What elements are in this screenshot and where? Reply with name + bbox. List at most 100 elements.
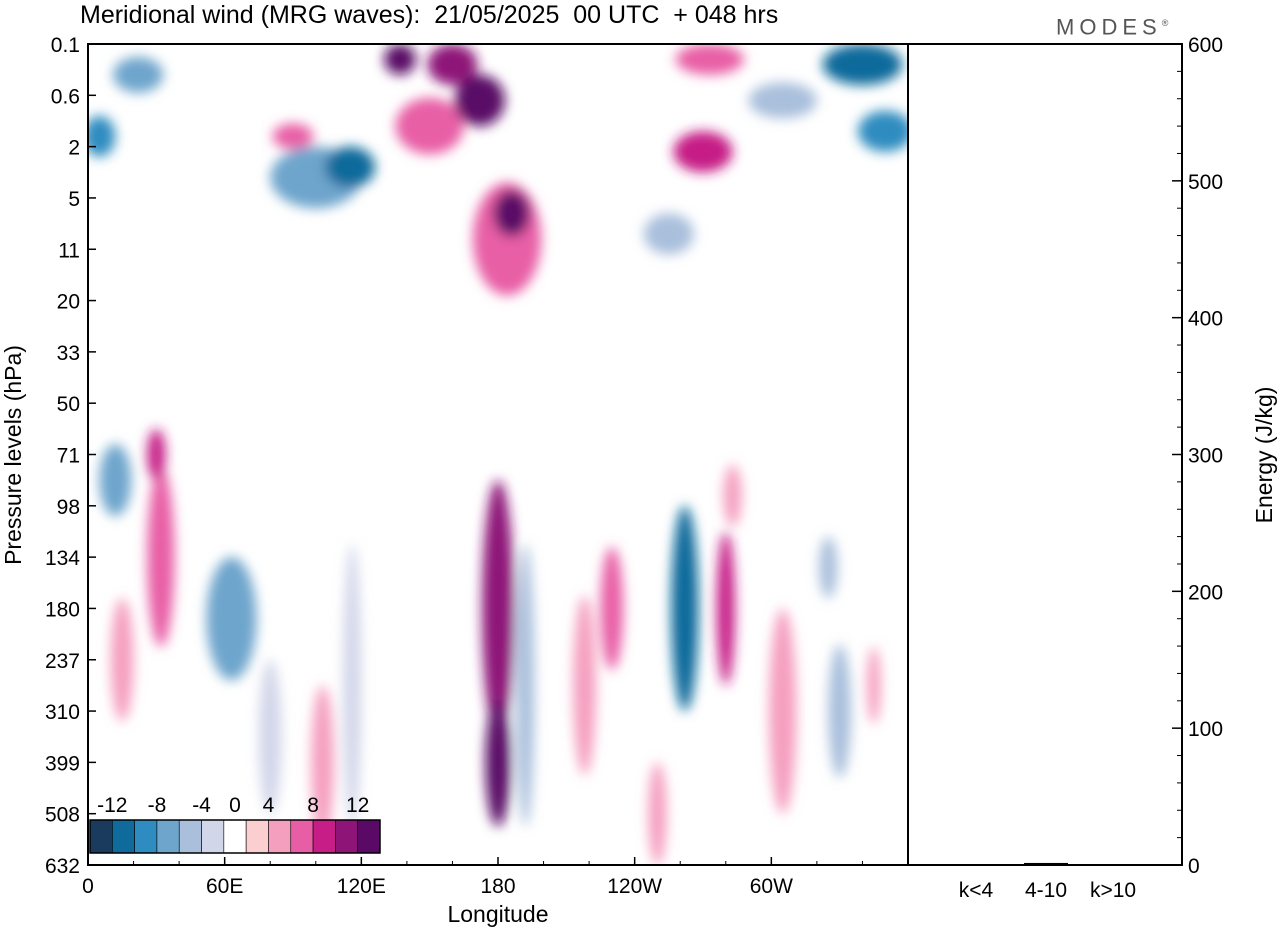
y-tick-label: 2: [68, 137, 80, 160]
y-tick-label: 33: [57, 342, 80, 365]
heatmap-cell: [147, 467, 175, 647]
heatmap-cell: [748, 82, 817, 119]
heatmap-cell: [485, 698, 511, 827]
energy-tick-label: 100: [1188, 718, 1223, 741]
heatmap-cell: [324, 146, 376, 188]
heatmap-cell: [311, 685, 334, 840]
colorbar-swatch: [178, 819, 202, 854]
heatmap-cell: [427, 44, 478, 86]
x-tick-label: 120E: [337, 875, 386, 898]
colorbar-swatch: [112, 819, 135, 854]
heatmap-cell: [867, 646, 881, 724]
y-tick-label: 310: [45, 701, 80, 724]
heatmap-field: [88, 44, 908, 865]
heatmap-cell: [673, 131, 733, 173]
heatmap-cell: [99, 444, 132, 517]
energy-tick-label: 400: [1188, 308, 1223, 331]
colorbar-label: 4: [263, 794, 275, 817]
heatmap-cell: [343, 544, 362, 827]
heatmap-cell: [272, 123, 314, 150]
brand-name: MODES: [1056, 14, 1162, 40]
energy-axis: 0 100 200 300 400 500 600: [1172, 34, 1223, 878]
heatmap-cell: [384, 44, 416, 75]
colorbar-swatch: [201, 819, 225, 854]
heatmap-cell: [723, 464, 742, 527]
y-tick-label: 0.1: [51, 34, 80, 57]
x-axis: 0 60E 120E 180 120W 60W: [82, 857, 909, 898]
heatmap-cell: [675, 44, 744, 75]
y-tick-label: 50: [57, 393, 80, 416]
heatmap-cell: [671, 505, 699, 712]
colorbar-swatch: [245, 819, 269, 854]
heatmap-blobs: [88, 44, 908, 865]
energy-tick-label: 500: [1188, 171, 1223, 194]
heatmap-cell: [113, 56, 164, 93]
y-tick-label: 71: [57, 445, 80, 468]
energy-category-label: k>10: [1090, 879, 1136, 902]
colorbar-swatch: [223, 819, 247, 854]
heatmap-cell: [516, 544, 535, 827]
heatmap-cell: [206, 557, 257, 681]
energy-tick-label: 300: [1188, 445, 1223, 468]
energy-panel-frame: [907, 43, 1183, 866]
x-tick-label: 180: [480, 875, 515, 898]
heatmap-cell: [857, 110, 908, 152]
heatmap-cell: [258, 659, 282, 814]
y-tick-label: 237: [45, 650, 80, 673]
colorbar-label: 8: [307, 794, 319, 817]
heatmap-cell: [482, 480, 514, 737]
brand-mark: ®: [1161, 18, 1169, 28]
heatmap-cell: [493, 190, 530, 237]
heatmap-cell: [110, 598, 134, 722]
x-tick-label: 60W: [750, 875, 793, 898]
energy-bar: [954, 864, 998, 866]
energy-tick-label: 600: [1188, 34, 1223, 57]
energy-tick-label: 0: [1188, 855, 1200, 878]
energy-bar: [1091, 864, 1135, 866]
y-tick-label: 399: [45, 752, 80, 775]
y-tick-label: 0.6: [51, 85, 80, 108]
x-tick-label: 0: [82, 875, 94, 898]
x-tick-label: 120W: [607, 875, 662, 898]
colorbar-swatch: [268, 819, 292, 854]
y-tick-label: 134: [45, 547, 80, 570]
heatmap-cell: [395, 97, 464, 155]
colorbar-swatch: [312, 819, 336, 854]
energy-bar: [1024, 862, 1068, 865]
heatmap-cell: [573, 595, 596, 776]
colorbar-swatch: [335, 819, 358, 854]
y-tick-label: 11: [58, 239, 80, 262]
y-tick-label: 508: [45, 804, 80, 827]
heatmap-cell: [643, 213, 694, 255]
colorbar-label: 0: [229, 794, 241, 817]
y-tick-label: 632: [45, 855, 80, 878]
x-tick-label: 60E: [206, 875, 243, 898]
y-axis-label: Pressure levels (hPa): [0, 345, 26, 565]
y-tick-label: 180: [45, 598, 80, 621]
heatmap-cell: [716, 531, 735, 686]
heatmap-cell: [819, 536, 838, 599]
y-axis: 0.1 0.6 2 5 11 20 33 50 71 98 134 180 237 310 399 508 63…: [45, 34, 96, 878]
chart-title: Meridional wind (MRG waves): 21/05/2025 …: [80, 1, 779, 29]
heatmap-cell: [648, 762, 667, 865]
brand-logo: MODES®: [1056, 10, 1168, 40]
colorbar-frame: [89, 819, 381, 854]
colorbar-label: -4: [192, 794, 211, 817]
energy-category-label: 4-10: [1025, 879, 1067, 902]
heatmap-cell: [769, 608, 797, 814]
x-axis-label: Longitude: [447, 901, 548, 927]
colorbar-swatch: [89, 819, 113, 854]
colorbar-label: 12: [346, 794, 369, 817]
energy-category-label: k<4: [959, 879, 994, 902]
heatmap-cell: [600, 546, 624, 671]
colorbar-swatch: [134, 819, 158, 854]
colorbar-swatch: [357, 819, 381, 854]
y-tick-label: 20: [57, 291, 80, 314]
energy-axis-label: Energy (J/kg): [1251, 387, 1277, 524]
y-tick-label: 5: [68, 188, 80, 211]
energy-tick-label: 200: [1188, 581, 1223, 604]
y-tick-label: 98: [57, 496, 80, 519]
colorbar-label: -12: [97, 794, 127, 817]
colorbar-swatch: [156, 819, 180, 854]
